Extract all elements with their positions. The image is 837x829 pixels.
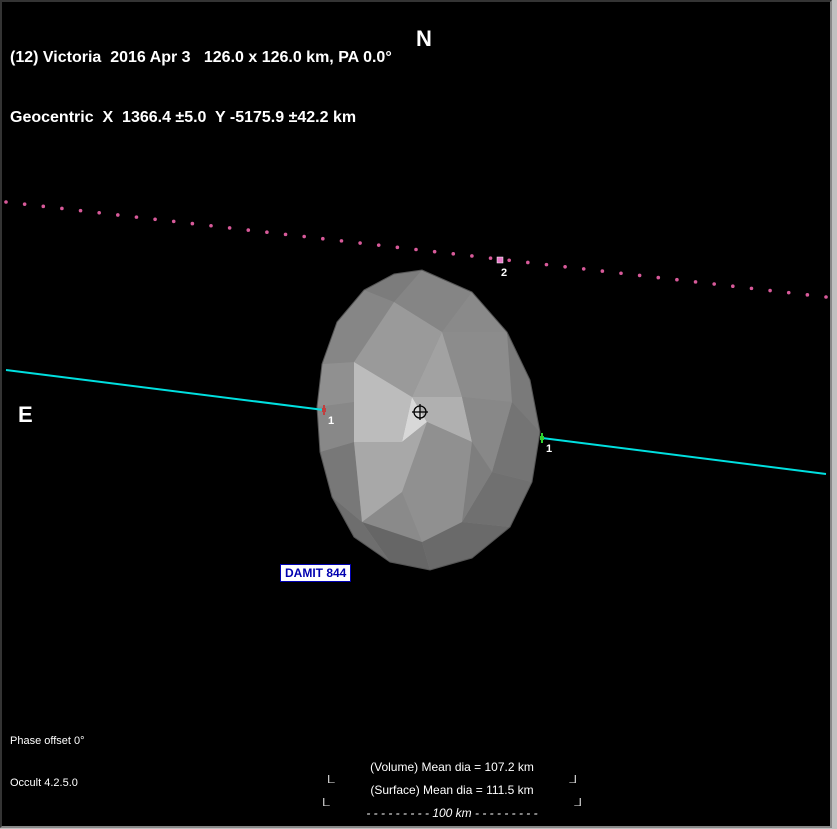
title-line-2: Geocentric X 1366.4 ±5.0 Y -5175.9 ±42.2…: [10, 108, 392, 128]
title-line-1: (12) Victoria 2016 Apr 3 126.0 x 126.0 k…: [10, 48, 392, 68]
asteroid-model: [317, 270, 540, 570]
scale-block: (Volume) Mean dia = 107.2 km (Surface) M…: [312, 760, 592, 820]
header-text: (12) Victoria 2016 Apr 3 126.0 x 126.0 k…: [10, 8, 392, 168]
scale-ruler-text: - - - - - - - - - 100 km - - - - - - - -…: [312, 806, 592, 820]
east-label: E: [18, 402, 33, 428]
surface-diameter-text: (Surface) Mean dia = 111.5 km: [312, 783, 592, 798]
footer-left: Phase offset 0° Occult 4.2.5.0: [10, 706, 85, 818]
model-label: DAMIT 844: [280, 564, 351, 582]
plot-canvas: 2 1 1 (12) Victoria 2016 Apr 3 126.0 x 12…: [2, 2, 830, 826]
svg-text:1: 1: [546, 443, 552, 455]
svg-text:1: 1: [328, 415, 334, 427]
phase-offset-text: Phase offset 0°: [10, 734, 85, 748]
visualization-frame: 2 1 1 (12) Victoria 2016 Apr 3 126.0 x 12…: [0, 0, 832, 828]
scale-ticks-top: [322, 775, 582, 783]
software-version: Occult 4.2.5.0: [10, 776, 85, 790]
volume-diameter-text: (Volume) Mean dia = 107.2 km: [312, 760, 592, 775]
scale-ticks-bottom: [322, 798, 582, 806]
svg-text:2: 2: [501, 267, 507, 279]
north-label: N: [416, 26, 432, 52]
